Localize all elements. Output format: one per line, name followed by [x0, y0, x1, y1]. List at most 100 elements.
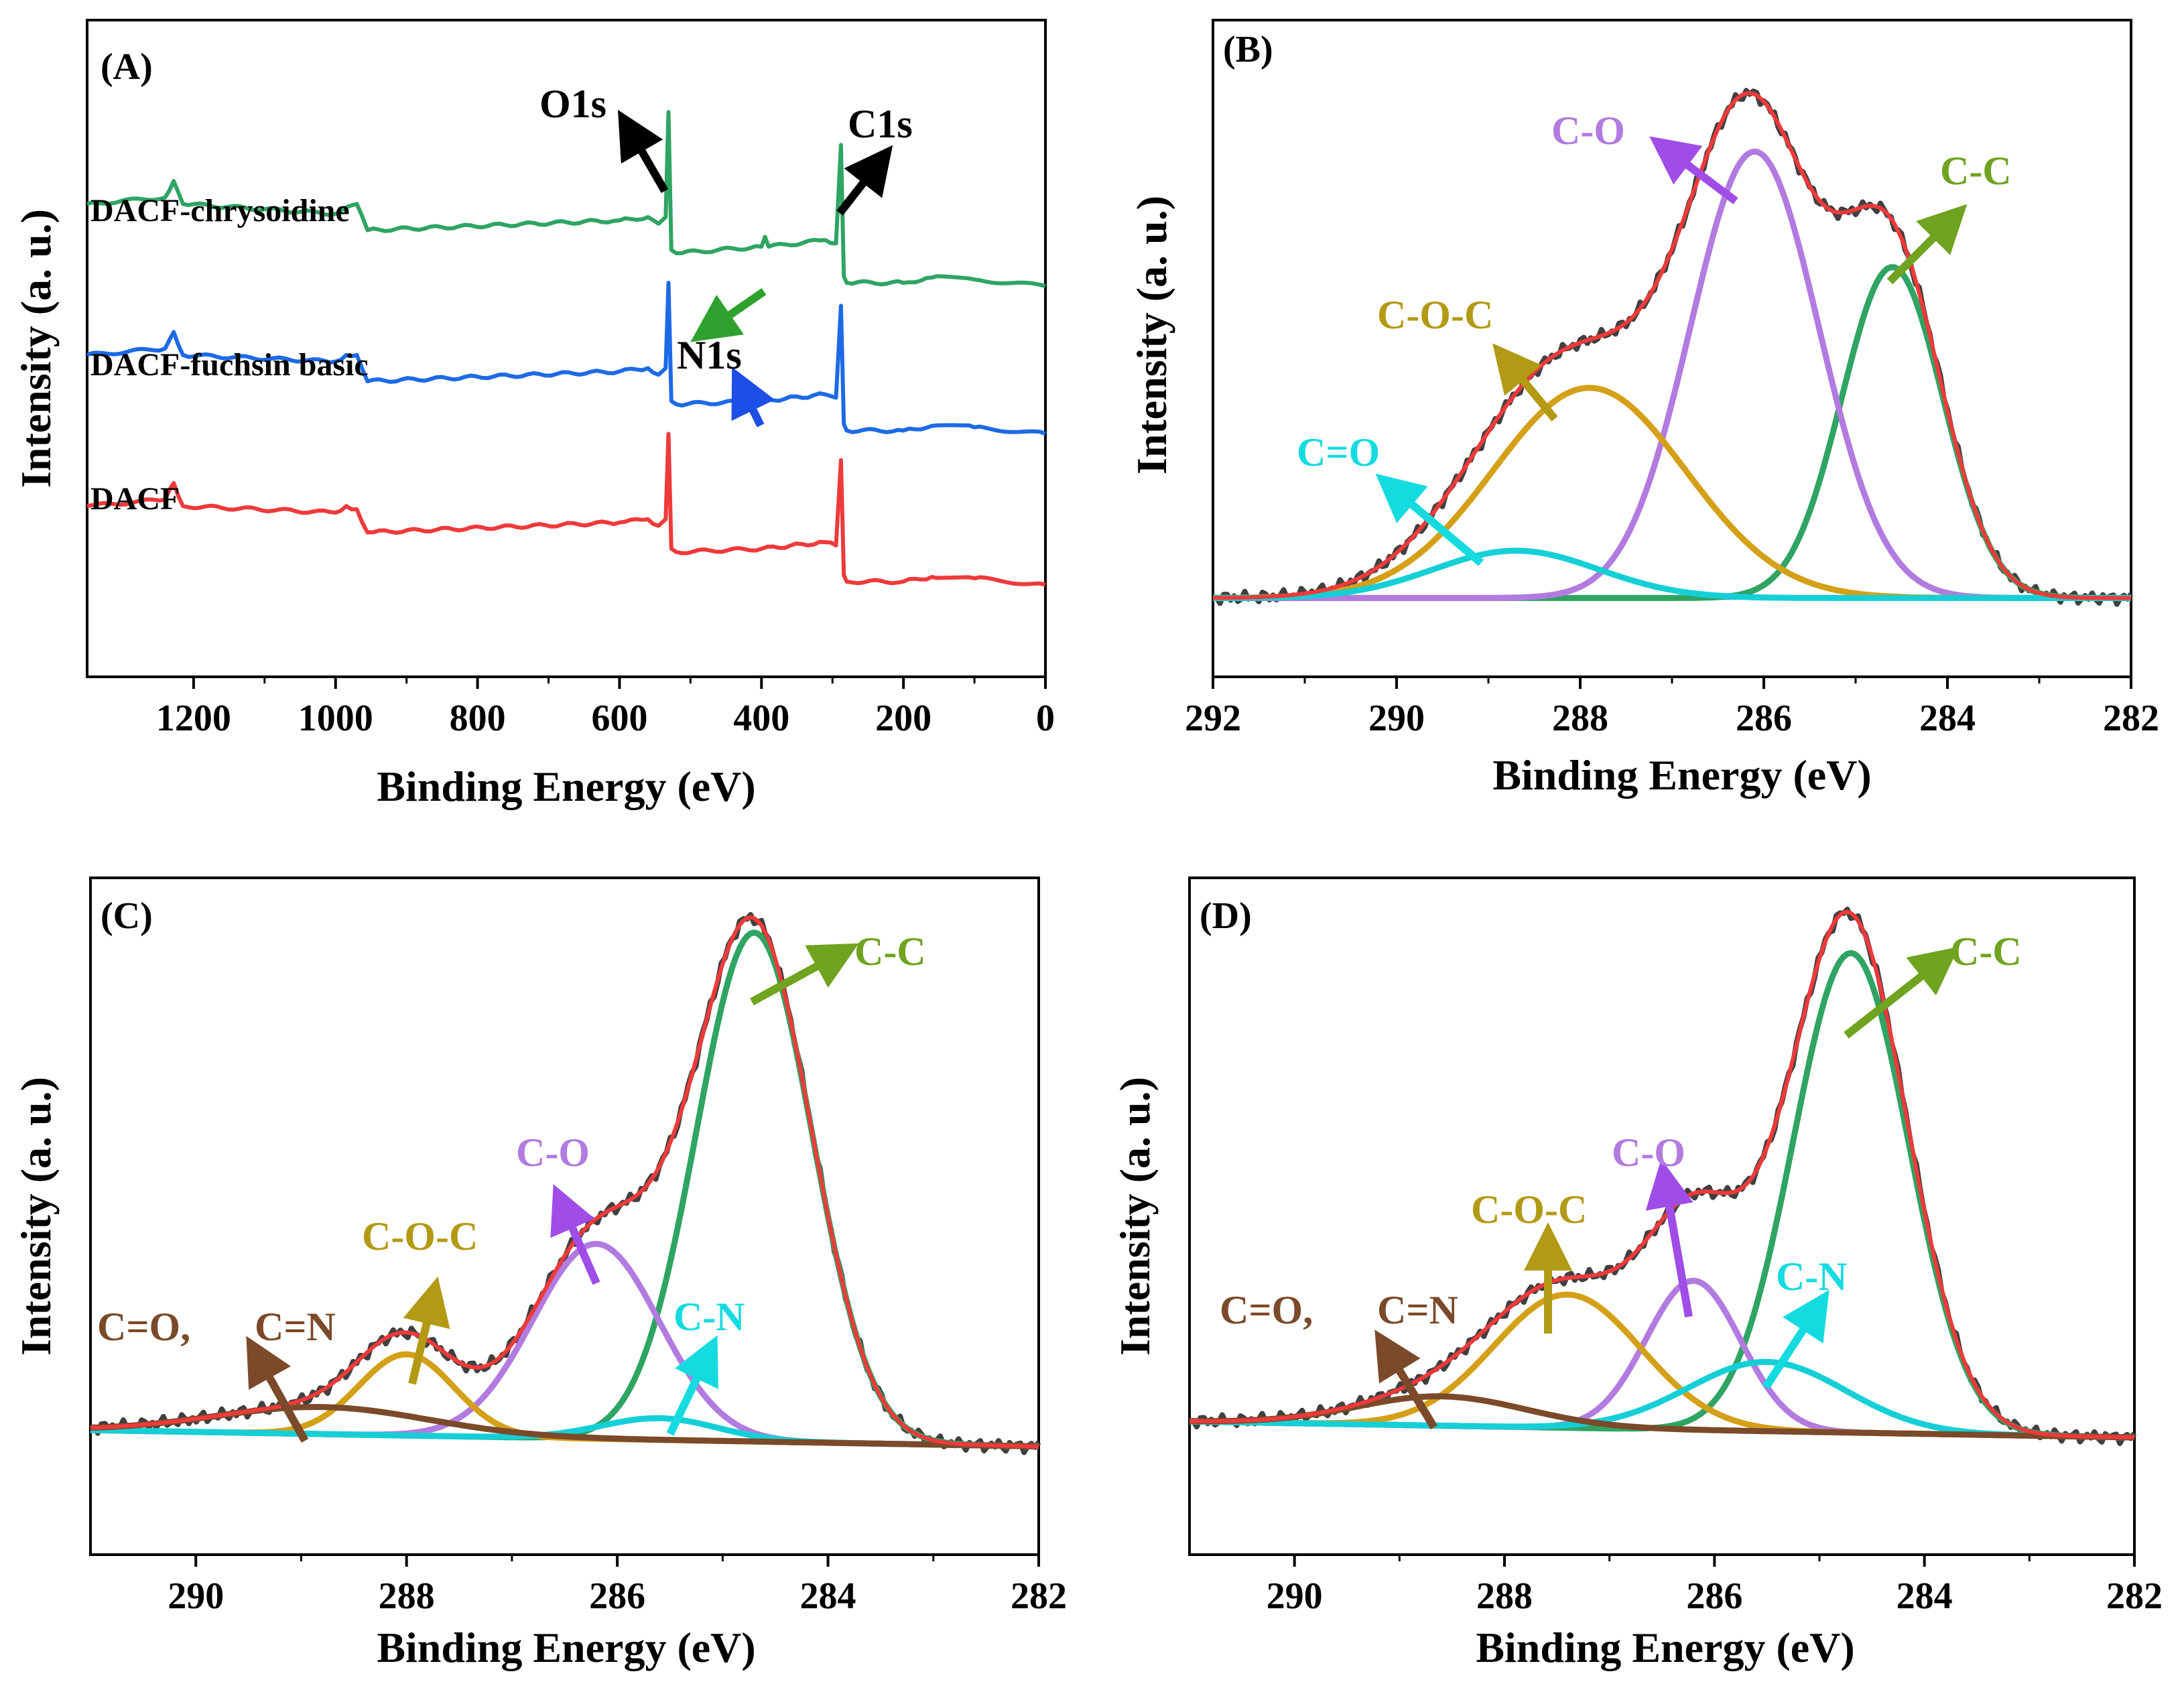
- panel-a-series: [86, 110, 1047, 587]
- tick-label: 284: [800, 1575, 856, 1617]
- tick-label: 282: [1011, 1575, 1067, 1617]
- arrow-d-c-o-n: [1374, 1330, 1438, 1430]
- peak-label-b-coc: C-O-C: [1377, 293, 1493, 337]
- tick-label: 286: [589, 1575, 645, 1617]
- series-line-dacf-chrysoidine: [86, 110, 1046, 288]
- series-label-fuchsin: DACF-fuchsin basic: [90, 347, 369, 383]
- tick-label: 286: [1686, 1575, 1742, 1617]
- peak-label-b-cc: C-C: [1940, 149, 2012, 193]
- peak-label-c-c-o: C=O,: [97, 1305, 190, 1349]
- series-line-dacf: [86, 432, 1046, 587]
- tick-label: 284: [1919, 698, 1976, 739]
- arrow-d-co: [1645, 1159, 1693, 1318]
- arrow-b-coc: [1492, 343, 1558, 422]
- arrow-d-cc: [1844, 946, 1960, 1039]
- panel-b-ticks: 292 290 288 286 284 282: [1185, 677, 2159, 739]
- peak-label-c-co: C-O: [516, 1130, 590, 1175]
- arrow-o1s: [617, 109, 669, 194]
- peak-label-n1s: N1s: [677, 333, 742, 377]
- panel-b-letter: (B): [1223, 29, 1273, 70]
- panel-d-xlabel: Binding Energy (eV): [1476, 1624, 1854, 1671]
- tick-label: 292: [1185, 698, 1241, 739]
- tick-label: 600: [591, 698, 647, 739]
- peak-label-d-c-o: C=O,: [1220, 1288, 1313, 1332]
- arrow-c-co: [550, 1183, 600, 1285]
- tick-label: 1000: [298, 698, 373, 739]
- peak-label-b-co: C-O: [1551, 109, 1625, 153]
- arrow-c-coc: [403, 1276, 450, 1385]
- peak-label-d-cc: C-C: [1950, 929, 2022, 974]
- peak-label-c1s: C1s: [848, 102, 913, 146]
- peak-label-d-co: C-O: [1612, 1130, 1685, 1175]
- panel-b: 292 290 288 286 284 282 (B) C-O C-C C-O-C C=O…: [1128, 19, 2159, 799]
- panel-b-ylabel: Intensity (a. u.): [1128, 196, 1175, 474]
- component-c-o-c: [1189, 1291, 2135, 1441]
- peak-label-c-c-n: C=N: [255, 1305, 336, 1349]
- peak-label-c-cc: C-C: [854, 929, 926, 974]
- arrow-b-c-o-double: [1375, 473, 1484, 566]
- tick-label: 200: [875, 698, 932, 739]
- panel-d-ylabel: Intensity (a. u.): [1111, 1077, 1159, 1356]
- series-label-dacf: DACF: [90, 481, 180, 517]
- tick-label: 290: [168, 1575, 224, 1617]
- peak-label-d-c-n: C=N: [1377, 1288, 1458, 1332]
- tick-label: 400: [733, 698, 789, 739]
- envelope-fit-line: [1212, 90, 2131, 600]
- panel-d: 290 288 286 284 282 (D) C-C C-O C-O-C C-N C=…: [1111, 877, 2163, 1671]
- arrow-b-co: [1649, 136, 1738, 204]
- panel-c: 290 288 286 284 282 (C) C-C C-O C-O-C C-N C=…: [12, 877, 1067, 1671]
- peak-label-c-coc: C-O-C: [362, 1214, 478, 1258]
- panel-a: 1200 1000 800 600 400 200 0 (A) DACF-chrysoidi…: [12, 19, 1055, 810]
- arrow-c1s: [836, 145, 893, 216]
- peak-label-d-cn: C-N: [1776, 1254, 1848, 1299]
- arrow-c-cn: [666, 1335, 718, 1436]
- component-c-o: [1213, 547, 2131, 601]
- tick-label: 0: [1036, 698, 1055, 739]
- panel-c-letter: (C): [101, 895, 153, 937]
- panel-a-letter: (A): [101, 46, 153, 88]
- panel-a-ylabel: Intensity (a. u.): [12, 209, 60, 488]
- arrow-n1s-blue: [731, 367, 775, 428]
- panel-a-ticks: 1200 1000 800 600 400 200 0: [156, 677, 1055, 739]
- panel-c-ticks: 290 288 286 284 282: [168, 1555, 1067, 1617]
- component-c-o: [1213, 148, 2131, 601]
- arrow-d-cn: [1762, 1289, 1829, 1390]
- peak-label-c-cn: C-N: [673, 1295, 745, 1339]
- tick-label: 290: [1368, 698, 1425, 739]
- panel-d-ticks: 290 288 286 284 282: [1267, 1555, 2163, 1617]
- peak-label-d-coc: C-O-C: [1471, 1187, 1587, 1232]
- arrow-n1s-green: [690, 288, 767, 342]
- panel-a-frame: [86, 19, 1047, 678]
- tick-label: 1200: [156, 698, 231, 739]
- panel-c-frame: [89, 877, 1040, 1556]
- tick-label: 288: [379, 1575, 435, 1617]
- panel-b-curves: [1212, 88, 2134, 607]
- tick-label: 288: [1476, 1575, 1533, 1617]
- panel-c-xlabel: Binding Energy (eV): [377, 1624, 755, 1671]
- envelope-fit-line: [1190, 909, 2135, 1439]
- component-c-c: [1189, 950, 2135, 1441]
- tick-label: 290: [1267, 1575, 1323, 1617]
- tick-label: 282: [2106, 1575, 2163, 1617]
- peak-label-b-c-o-double: C=O: [1297, 430, 1380, 474]
- series-line-dacf-fuchsin-basic: [86, 281, 1047, 436]
- tick-label: 288: [1552, 698, 1608, 739]
- panel-d-frame: [1188, 877, 2136, 1556]
- arrow-c-cc: [750, 943, 859, 1006]
- tick-label: 800: [450, 698, 506, 739]
- panel-b-xlabel: Binding Energy (eV): [1492, 751, 1871, 799]
- raw-spectrum-line: [90, 912, 1041, 1455]
- peak-label-o1s: O1s: [539, 82, 606, 126]
- tick-label: 284: [1897, 1575, 1953, 1617]
- panel-a-xlabel: Binding Energy (eV): [377, 763, 755, 810]
- panel-d-curves: [1189, 907, 2137, 1446]
- series-label-chrysoidine: DACF-chrysoidine: [90, 193, 350, 229]
- tick-label: 282: [2103, 698, 2159, 739]
- raw-spectrum-line: [1189, 907, 2137, 1446]
- component-c-o-c: [1213, 385, 2131, 601]
- arrow-c-c-o-n: [246, 1336, 309, 1443]
- panel-d-letter: (D): [1200, 895, 1252, 937]
- envelope-fit-line: [90, 915, 1039, 1449]
- component-c-c: [90, 929, 1039, 1449]
